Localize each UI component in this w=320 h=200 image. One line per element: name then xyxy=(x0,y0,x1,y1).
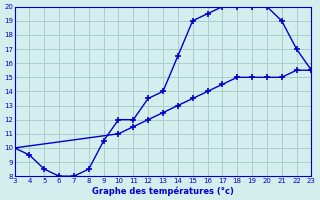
X-axis label: Graphe des températures (°c): Graphe des températures (°c) xyxy=(92,186,234,196)
